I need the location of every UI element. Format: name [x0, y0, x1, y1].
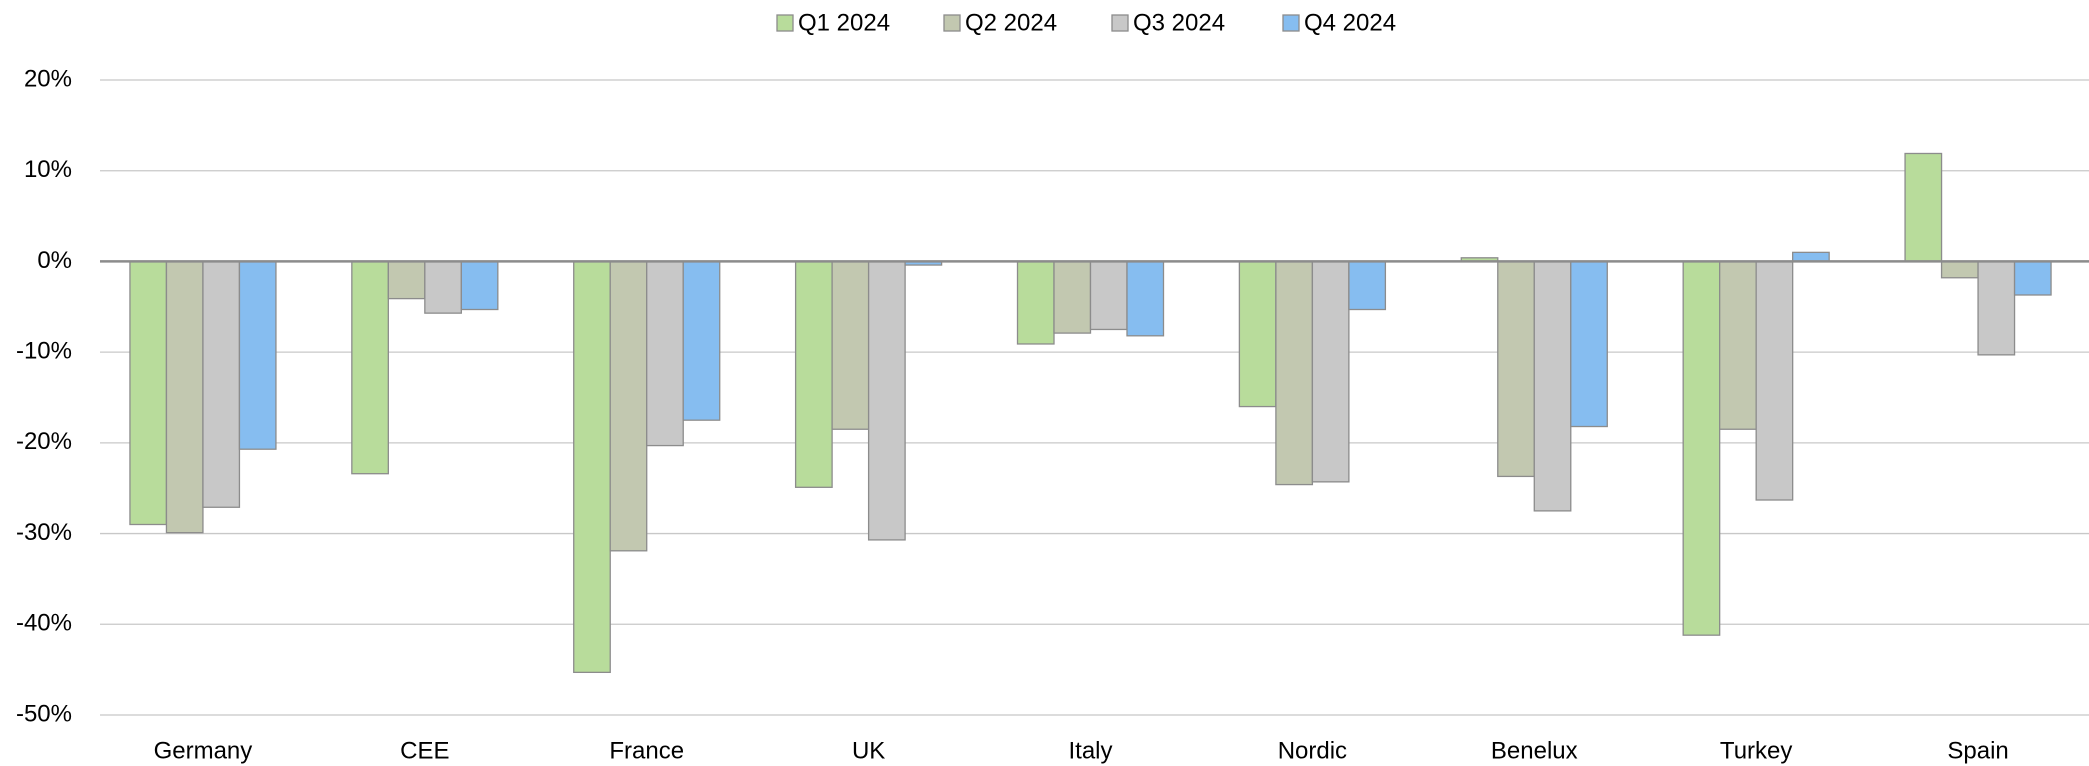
bar [646, 260, 684, 447]
y-tick-label: -30% [16, 519, 72, 546]
bar [1089, 260, 1128, 331]
legend-swatch [1282, 14, 1300, 32]
y-tick-label: -20% [16, 428, 72, 455]
y-tick-label: -40% [16, 610, 72, 637]
legend-swatch [943, 14, 961, 32]
bar [609, 260, 648, 552]
bar [1977, 260, 2016, 356]
bar [165, 260, 204, 534]
x-tick-label: Spain [1947, 737, 2008, 764]
bar [1904, 152, 1943, 263]
bar [1497, 260, 1535, 478]
x-tick-label: Turkey [1720, 737, 1792, 764]
bar [1275, 260, 1314, 486]
bar [387, 260, 426, 300]
legend-label: Q4 2024 [1304, 9, 1396, 36]
bar [1238, 260, 1277, 408]
bar [2013, 260, 2052, 296]
x-tick-label: Italy [1068, 737, 1112, 764]
bar [351, 260, 389, 475]
bar [831, 260, 870, 430]
bar [682, 260, 721, 421]
bar [129, 260, 168, 526]
legend-label: Q2 2024 [965, 9, 1057, 36]
x-tick-label: France [609, 737, 684, 764]
bar [1755, 260, 1794, 501]
y-tick-label: -50% [16, 700, 72, 727]
y-tick-label: -10% [16, 337, 72, 364]
bar [460, 260, 499, 311]
bar [424, 260, 462, 314]
bar [794, 260, 833, 488]
bar [202, 260, 241, 508]
y-tick-label: 20% [24, 65, 72, 92]
x-tick-label: Nordic [1278, 737, 1347, 764]
bar [1311, 260, 1350, 483]
bar [1348, 260, 1387, 311]
bar [867, 260, 906, 541]
legend-swatch [1111, 14, 1129, 32]
legend-label: Q3 2024 [1133, 9, 1225, 36]
x-tick-label: UK [852, 737, 885, 764]
x-tick-label: CEE [400, 737, 449, 764]
y-tick-label: 0% [37, 247, 72, 274]
bar [1940, 260, 1979, 279]
y-tick-label: 10% [24, 156, 72, 183]
bar [1016, 260, 1055, 345]
bar [1682, 260, 1721, 636]
bar [1126, 260, 1165, 337]
bar [573, 260, 611, 674]
bar [238, 260, 277, 450]
legend-swatch [776, 14, 794, 32]
bar [1719, 260, 1757, 430]
bar [1533, 260, 1572, 512]
x-tick-label: Germany [154, 737, 253, 764]
bar [1792, 251, 1830, 263]
x-tick-label: Benelux [1491, 737, 1578, 764]
bar [1570, 260, 1608, 428]
bar [1053, 260, 1092, 334]
legend-label: Q1 2024 [798, 9, 890, 36]
